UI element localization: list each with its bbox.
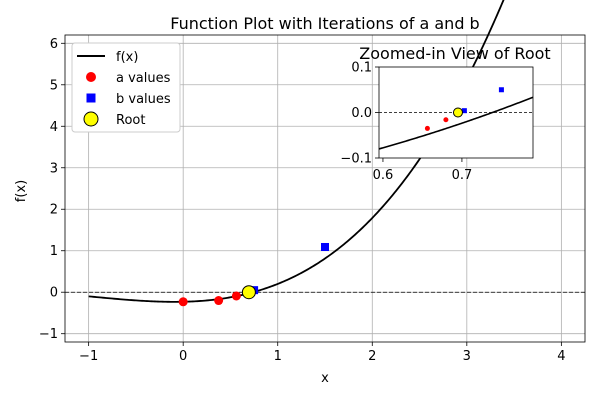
inset-ticks: 0.6 0.7 −0.1 0.0 0.1 <box>340 61 472 184</box>
main-markers <box>178 242 329 307</box>
y-tick-label: 3 <box>50 161 58 176</box>
legend-b-marker <box>86 93 96 103</box>
y-tick-label: 5 <box>50 78 58 93</box>
a-value-point <box>214 296 224 306</box>
legend: f(x) a values b values Root <box>71 42 181 133</box>
inset-chart: Zoomed-in View of Root 0.6 0.7 −0.1 0.0 0.1 <box>340 44 550 183</box>
inset-function-curve <box>378 96 534 150</box>
inset-function-line <box>378 96 534 150</box>
a-value-point <box>231 291 241 301</box>
inset-y-tick-label: 0.1 <box>351 61 372 76</box>
y-axis-label: f(x) <box>14 180 29 202</box>
legend-box <box>71 42 181 133</box>
main-ticks: −1 0 1 2 3 4 −1 0 1 2 3 4 5 6 <box>39 37 566 364</box>
b-value-point <box>321 242 329 251</box>
x-tick-label: 0 <box>179 349 187 364</box>
chart-title: Function Plot with Iterations of a and b <box>170 14 479 33</box>
a-value-point <box>178 297 188 307</box>
y-tick-label: 0 <box>50 286 58 301</box>
legend-root-label: Root <box>116 113 145 128</box>
legend-a-marker <box>86 72 96 82</box>
inset-b-value-point <box>461 108 467 114</box>
legend-b-label: b values <box>116 92 171 107</box>
x-tick-label: −1 <box>79 349 98 364</box>
legend-fx-label: f(x) <box>116 50 138 65</box>
root-point <box>241 285 256 300</box>
inset-y-tick-label: −0.1 <box>340 152 372 167</box>
legend-a-label: a values <box>116 71 171 86</box>
inset-a-value-point <box>424 125 430 131</box>
y-tick-label: 2 <box>50 203 58 218</box>
x-tick-label: 1 <box>274 349 282 364</box>
x-tick-label: 2 <box>368 349 376 364</box>
y-tick-label: 1 <box>50 244 58 259</box>
inset-a-value-point <box>443 117 449 123</box>
inset-root-point <box>452 107 463 118</box>
inset-b-value-point <box>498 87 504 93</box>
inset-title: Zoomed-in View of Root <box>359 44 550 63</box>
y-tick-label: 4 <box>50 120 58 135</box>
inset-x-tick-label: 0.6 <box>373 168 394 183</box>
inset-markers <box>424 87 504 131</box>
x-tick-label: 4 <box>557 349 565 364</box>
y-tick-label: −1 <box>39 327 58 342</box>
y-tick-label: 6 <box>50 37 58 52</box>
inset-y-tick-label: 0.0 <box>351 106 372 121</box>
x-axis-label: x <box>321 371 329 386</box>
function-line <box>88 0 505 303</box>
x-tick-label: 3 <box>463 349 471 364</box>
inset-x-tick-label: 0.7 <box>452 168 473 183</box>
legend-root-marker <box>83 111 99 127</box>
main-axes-frame <box>64 34 586 343</box>
main-function-curve <box>88 0 505 303</box>
